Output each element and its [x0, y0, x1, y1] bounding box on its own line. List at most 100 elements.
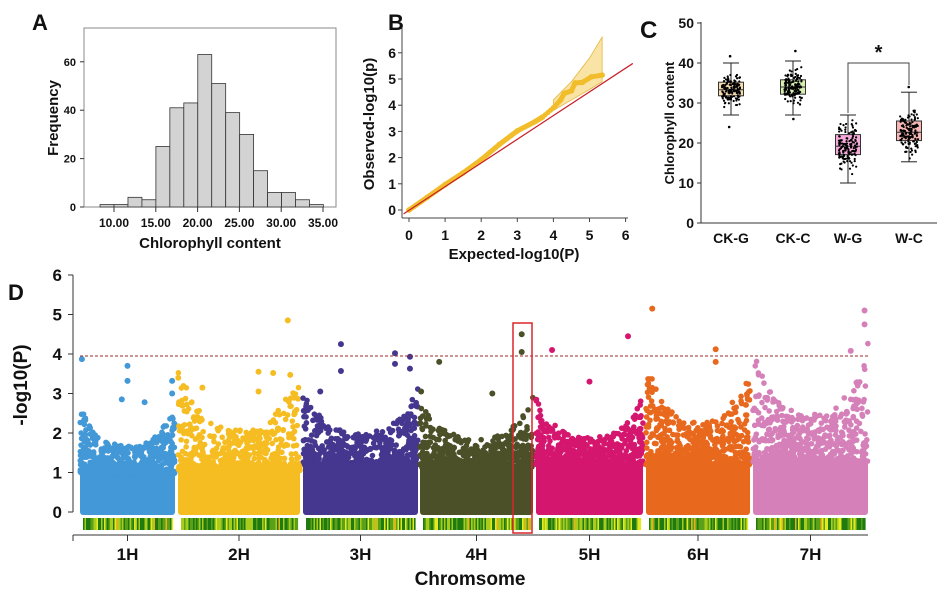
data-point	[904, 121, 907, 124]
marker-density-stripe	[560, 518, 562, 530]
snp-point	[490, 451, 496, 457]
marker-density-stripe	[484, 518, 487, 530]
snp-point	[631, 424, 637, 430]
data-point	[852, 141, 856, 144]
marker-density-stripe	[375, 518, 377, 530]
marker-density-stripe	[83, 518, 85, 530]
snp-point	[666, 427, 673, 434]
data-point	[848, 167, 852, 170]
snp-point	[720, 448, 727, 454]
x-tick-label: 1	[441, 227, 449, 243]
marker-density-stripe	[144, 518, 147, 530]
peak-snp-point	[518, 349, 525, 356]
marker-density-stripe	[346, 518, 349, 530]
snp-point	[673, 414, 679, 420]
qq-point	[514, 128, 521, 134]
snp-point	[648, 398, 655, 404]
snp-point	[447, 459, 454, 466]
marker-density-stripe	[636, 518, 639, 530]
marker-density-stripe	[627, 518, 630, 530]
data-point	[851, 172, 854, 176]
marker-density-stripe	[402, 518, 404, 530]
snp-point	[184, 408, 190, 415]
data-point	[728, 83, 731, 86]
data-point	[854, 154, 857, 157]
marker-density-stripe	[119, 518, 121, 530]
marker-density-stripe	[343, 518, 346, 530]
snp-point	[111, 441, 118, 447]
qq-point	[579, 79, 586, 86]
snp-point	[269, 440, 276, 447]
marker-density-stripe	[315, 518, 317, 530]
snp-point	[314, 423, 321, 429]
data-point	[844, 143, 847, 146]
data-point	[838, 143, 841, 147]
snp-point	[301, 459, 308, 466]
category-label: CK-G	[713, 230, 749, 246]
snp-point	[292, 391, 299, 397]
snp-point	[240, 465, 246, 471]
y-tick-label: 1	[53, 464, 62, 483]
data-point	[790, 87, 793, 90]
snp-point	[168, 462, 174, 468]
snp-point	[183, 438, 190, 445]
peak-snp-point	[317, 388, 324, 395]
snp-point	[215, 441, 222, 447]
snp-point	[246, 452, 253, 458]
marker-density-stripe	[233, 518, 236, 530]
marker-density-stripe	[171, 518, 174, 530]
peak-snp-point	[169, 377, 176, 384]
data-point	[799, 90, 802, 94]
snp-point	[431, 450, 437, 456]
marker-density-stripe	[486, 518, 488, 530]
qq-point	[568, 87, 575, 94]
snp-point	[389, 459, 395, 466]
data-point	[738, 103, 741, 106]
marker-density-stripe	[101, 518, 103, 530]
peak-snp-point	[436, 358, 443, 365]
snp-point	[220, 445, 226, 451]
marker-density-stripe	[245, 518, 248, 530]
snp-point	[539, 442, 546, 449]
snp-point	[712, 441, 718, 448]
snp-point	[290, 423, 296, 430]
marker-density-stripe	[396, 518, 398, 530]
y-tick-label: 1	[388, 176, 396, 192]
data-point	[902, 119, 906, 123]
snp-point	[295, 384, 302, 391]
snp-point	[186, 421, 193, 428]
marker-density-stripe	[570, 518, 573, 530]
snp-point	[257, 427, 264, 434]
y-tick-label: 30	[678, 95, 694, 111]
data-point	[788, 94, 791, 97]
marker-density-stripe	[399, 518, 401, 530]
snp-point	[408, 427, 414, 434]
marker-density-stripe	[546, 518, 549, 530]
marker-density-stripe	[477, 518, 479, 530]
snp-point	[114, 448, 120, 454]
marker-density-stripe	[405, 518, 407, 530]
data-point	[853, 157, 856, 161]
marker-density-stripe	[293, 518, 296, 530]
marker-density-stripe	[432, 518, 434, 530]
marker-density-stripe	[99, 518, 102, 530]
marker-density-stripe	[551, 518, 553, 530]
marker-density-stripe	[182, 518, 185, 530]
snp-point	[597, 437, 604, 444]
snp-point	[158, 464, 164, 471]
snp-point	[155, 435, 162, 442]
data-point	[784, 82, 787, 86]
marker-density-stripe	[257, 518, 260, 530]
marker-density-stripe	[563, 518, 565, 530]
snp-point	[129, 445, 135, 452]
snp-point	[178, 437, 184, 443]
data-point	[796, 74, 800, 77]
data-point	[907, 114, 910, 117]
snp-point	[561, 460, 568, 466]
marker-density-stripe	[86, 518, 88, 530]
marker-density-stripe	[116, 518, 118, 530]
snp-point	[176, 399, 182, 405]
snp-point	[308, 458, 314, 465]
data-point	[915, 134, 919, 137]
peak-snp-point	[199, 384, 206, 391]
